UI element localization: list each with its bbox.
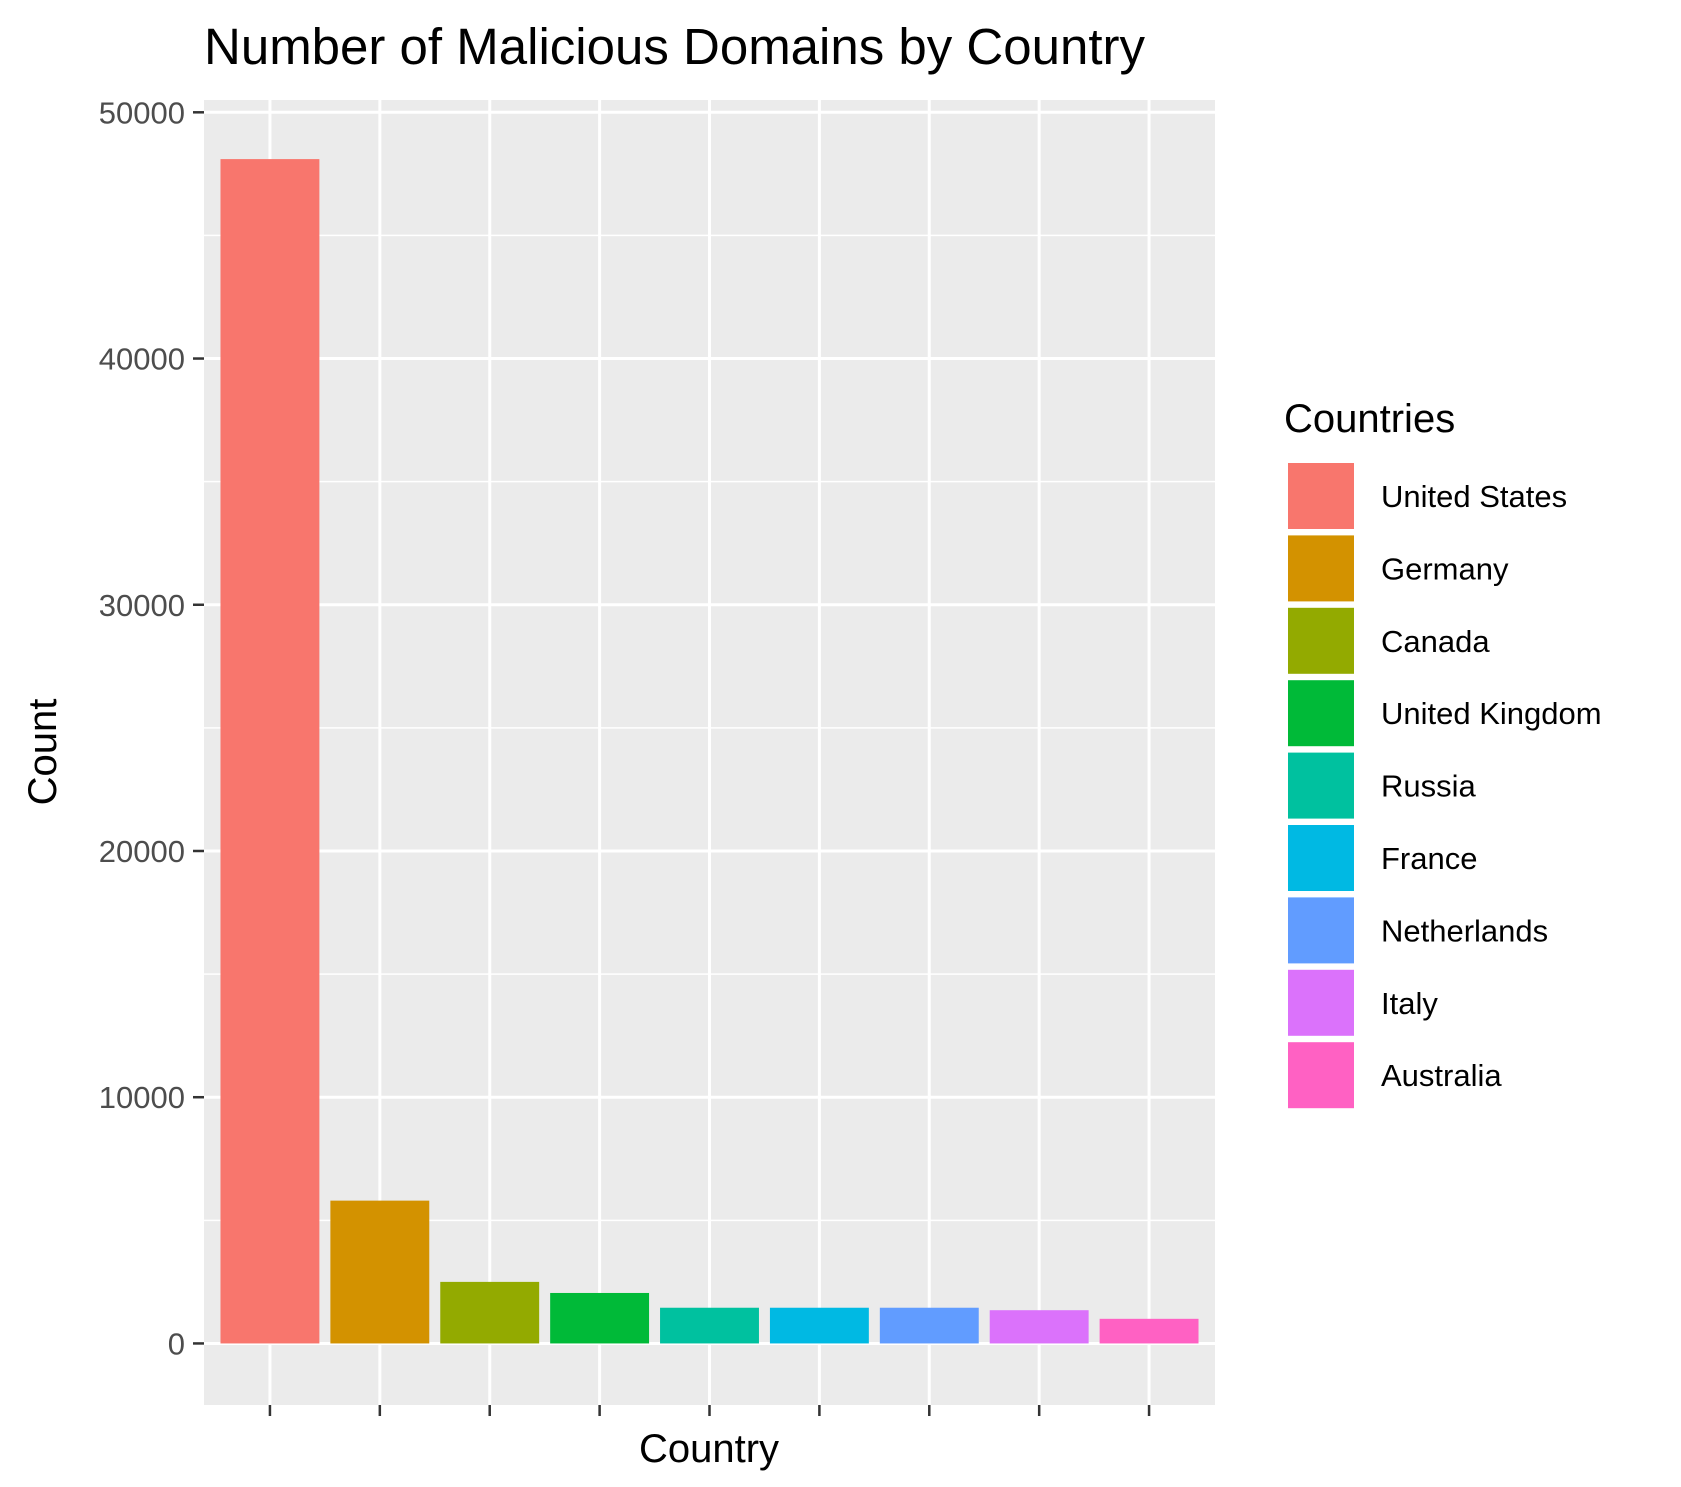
- x-axis-title: Country: [639, 1427, 779, 1471]
- bar-canada: [440, 1281, 540, 1344]
- y-axis-title: Count: [21, 699, 65, 806]
- y-axis: 0 10000 20000 30000 40000 50000: [99, 95, 204, 1361]
- legend-label: United States: [1381, 479, 1567, 514]
- bar-united-kingdom: [550, 1292, 650, 1344]
- chart-title: Number of Malicious Domains by Country: [204, 18, 1146, 75]
- y-tick-label: 40000: [99, 342, 185, 377]
- bar-italy: [989, 1310, 1089, 1344]
- legend-label: France: [1381, 841, 1477, 876]
- legend-label: United Kingdom: [1381, 696, 1602, 731]
- major-gridlines: [204, 100, 1215, 1405]
- legend-label: Germany: [1381, 551, 1509, 586]
- legend-key: [1286, 823, 1356, 893]
- legend-label: Canada: [1381, 624, 1490, 659]
- legend-key: [1286, 750, 1356, 821]
- legend-title: Countries: [1284, 397, 1455, 441]
- legend-key: [1286, 1040, 1356, 1111]
- bars: [220, 159, 1199, 1344]
- y-tick-label: 20000: [99, 834, 185, 869]
- legend-key: [1286, 895, 1356, 966]
- legend-key: [1286, 605, 1356, 676]
- legend-key: [1286, 967, 1356, 1038]
- bar-netherlands: [879, 1307, 979, 1344]
- y-tick-label: 50000: [99, 95, 185, 130]
- legend-key: [1286, 461, 1356, 531]
- bar-germany: [330, 1200, 430, 1344]
- legend-items: United States Germany Canada United Kingdom…: [1286, 461, 1602, 1111]
- legend-key: [1286, 533, 1356, 604]
- bar-france: [769, 1307, 869, 1344]
- y-tick-label: 10000: [99, 1080, 185, 1115]
- legend: Countries United StatesGermanyCanadaUnit…: [1284, 397, 1602, 1111]
- legend-label: Australia: [1381, 1058, 1502, 1093]
- bar-russia: [660, 1307, 759, 1344]
- legend-label: Netherlands: [1381, 913, 1548, 948]
- legend-label: Russia: [1381, 769, 1477, 804]
- y-tick-label: 0: [168, 1326, 185, 1361]
- x-axis: [268, 1405, 1151, 1416]
- bar-australia: [1099, 1318, 1199, 1344]
- legend-label: Italy: [1381, 986, 1438, 1021]
- legend-key: [1286, 678, 1356, 749]
- bar-united-states: [220, 159, 320, 1344]
- y-tick-label: 30000: [99, 588, 185, 623]
